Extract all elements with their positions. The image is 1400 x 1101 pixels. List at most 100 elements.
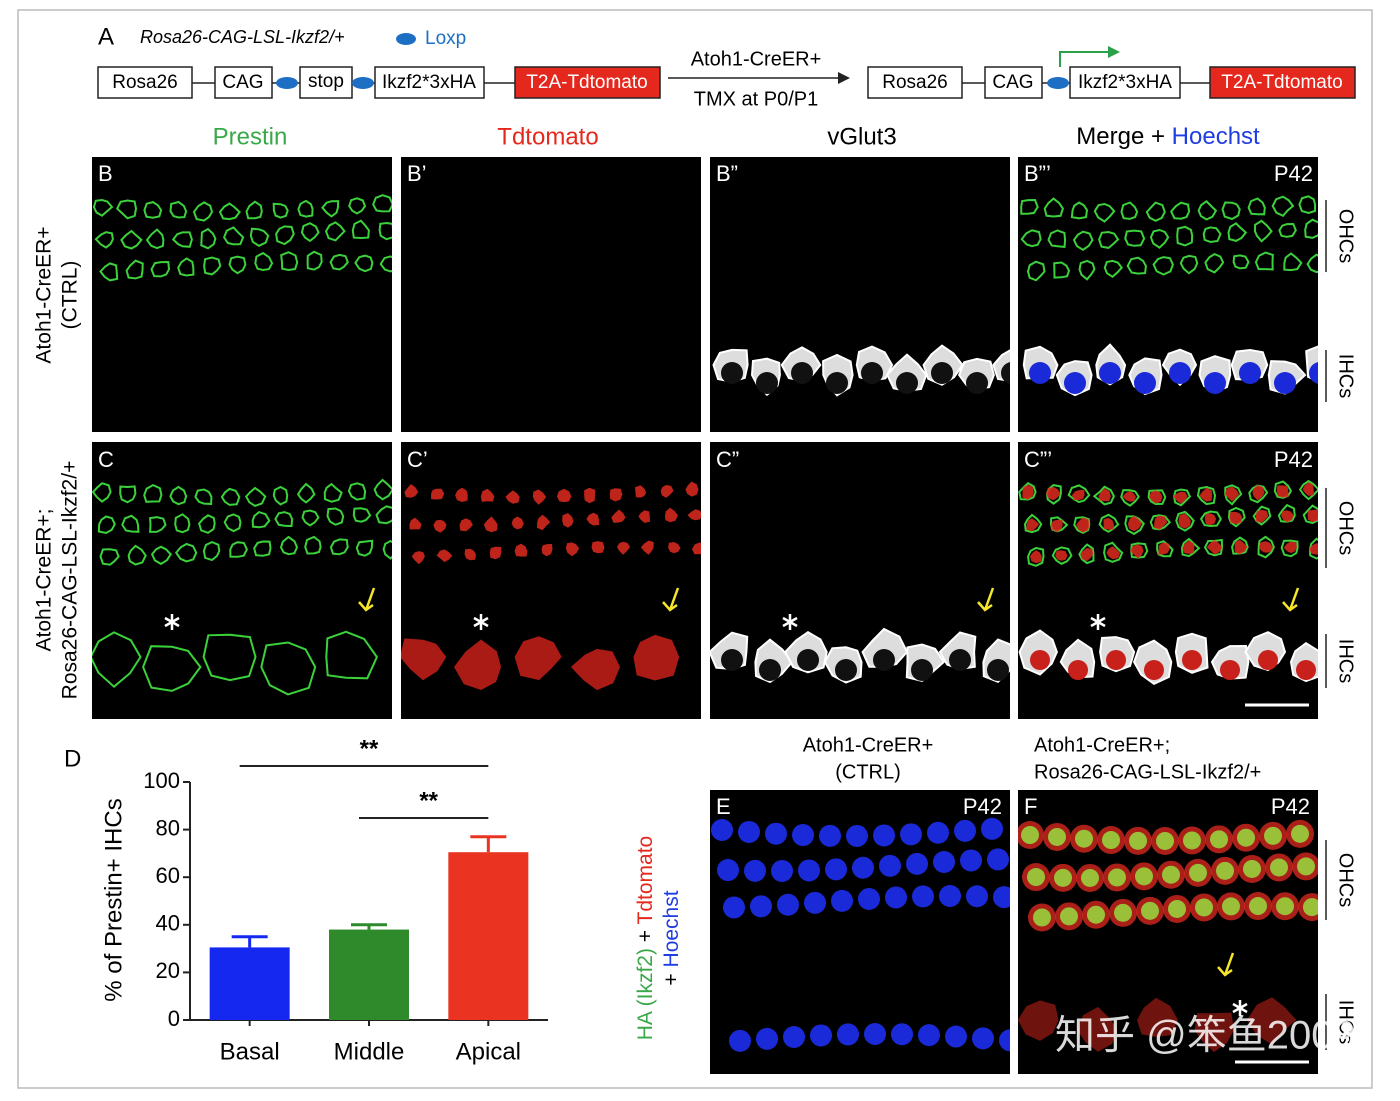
cell <box>556 488 572 503</box>
micrograph-bg <box>92 157 392 432</box>
arrow <box>1282 587 1300 612</box>
cell <box>1068 660 1088 680</box>
nucleus <box>879 854 901 877</box>
cell <box>797 649 819 671</box>
cell <box>372 194 392 213</box>
panel-letter: C”’ <box>1024 447 1052 472</box>
cell <box>1026 260 1046 282</box>
y-axis-label: % of Prestin+ IHCs <box>100 798 127 1001</box>
stain-ha: HA (Ikzf2) <box>634 948 657 1040</box>
cell <box>1029 362 1051 384</box>
cell <box>1224 486 1240 502</box>
nucleus <box>792 824 814 847</box>
nucleus <box>852 856 874 879</box>
side-label: OHCs <box>1335 209 1357 263</box>
row-label-line: Atoh1-CreER+; <box>33 509 56 652</box>
panel-letter: C’ <box>407 447 428 472</box>
cell <box>1255 509 1269 523</box>
cell <box>127 544 147 566</box>
cell <box>218 202 241 221</box>
gene-label: Ikzf2*3xHA <box>1078 72 1172 93</box>
cell <box>966 372 988 394</box>
cell <box>611 509 626 523</box>
cell <box>306 250 323 271</box>
cell <box>1182 650 1202 670</box>
cell <box>896 372 918 394</box>
cell <box>301 509 320 527</box>
cell <box>464 548 476 561</box>
cell <box>326 507 345 526</box>
micrograph <box>1018 442 1318 719</box>
y-tick-label: 80 <box>156 815 180 840</box>
cell <box>1274 372 1296 394</box>
cell <box>1137 997 1178 1037</box>
cell <box>143 483 163 503</box>
gene-box <box>97 66 193 99</box>
panel-letter: B” <box>716 161 738 186</box>
nucleus <box>1114 903 1132 922</box>
nucleus <box>1264 826 1282 845</box>
micrograph-bg <box>401 157 701 432</box>
cell <box>329 253 349 271</box>
cell <box>455 487 468 502</box>
nucleus <box>723 896 745 919</box>
nucleus <box>1297 857 1315 876</box>
cell <box>1078 259 1096 281</box>
bar <box>209 947 290 1020</box>
cell <box>1247 997 1297 1045</box>
cell <box>260 641 317 696</box>
cell <box>150 260 171 278</box>
cell <box>169 485 188 506</box>
nucleus <box>729 1029 751 1052</box>
nucleus <box>885 886 907 909</box>
age-label: P42 <box>1274 161 1313 186</box>
cell <box>987 659 1009 681</box>
panel-letter: A <box>98 23 114 50</box>
cell <box>911 659 933 681</box>
nucleus <box>918 1024 940 1047</box>
cell <box>1099 362 1121 384</box>
cell <box>1077 1006 1118 1052</box>
nucleus <box>1129 831 1147 850</box>
cell <box>1026 518 1040 532</box>
cell <box>1122 491 1136 502</box>
cell <box>274 511 294 528</box>
cell <box>1252 505 1272 526</box>
cell <box>835 659 857 681</box>
cell <box>1064 372 1086 394</box>
row-label: Atoh1-CreER+; Rosa26-CAG-LSL-Ikzf2/+ <box>33 461 82 700</box>
gene-box <box>299 66 353 99</box>
column-header: Prestin <box>213 123 288 150</box>
cell <box>640 540 654 555</box>
cell <box>584 487 596 504</box>
cell <box>297 199 314 218</box>
cell <box>480 488 495 502</box>
nucleus <box>933 850 955 873</box>
nucleus <box>1054 868 1072 887</box>
cell <box>1158 542 1170 555</box>
cell <box>203 256 222 276</box>
cell <box>1302 482 1315 496</box>
cell <box>1194 1012 1234 1053</box>
cell <box>244 486 267 508</box>
overlay: B B’ B” B”’ C C’ C” C”’ P42 P42 P42 P42 E F 知乎 @笨鱼2009 <box>98 161 1356 1064</box>
panel-letter: E <box>716 794 731 819</box>
nucleus <box>960 849 982 872</box>
significance-label: ** <box>360 735 379 762</box>
significance-label: ** <box>419 787 438 814</box>
nucleus <box>945 1025 967 1048</box>
cell <box>1103 517 1114 530</box>
micrograph-bg <box>710 157 1010 432</box>
nucleus <box>765 822 787 845</box>
cell <box>591 541 605 554</box>
cell <box>373 478 392 501</box>
stain-line: + Hoechst <box>660 890 683 985</box>
cell <box>92 198 114 217</box>
loxp-icon <box>276 77 298 89</box>
cell <box>300 222 320 243</box>
cell <box>1257 535 1276 559</box>
cell <box>1047 229 1067 248</box>
cell <box>121 514 140 533</box>
cell <box>229 541 249 558</box>
